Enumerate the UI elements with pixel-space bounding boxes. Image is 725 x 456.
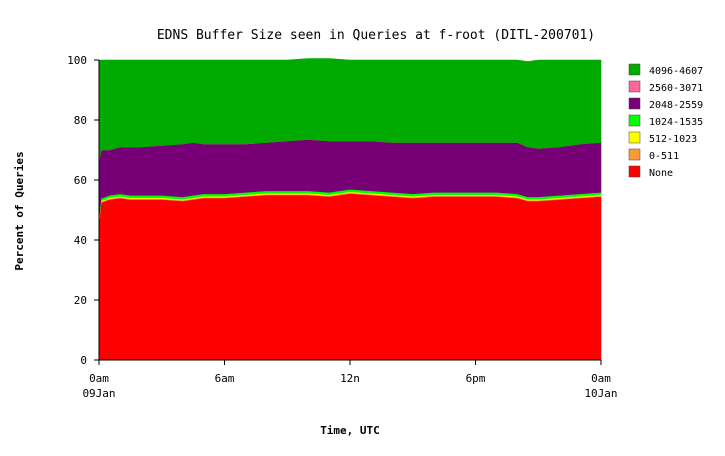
legend-swatch-1024-1535 [628,114,641,127]
legend-swatch-0-511 [628,148,641,161]
legend-swatch-2560-3071 [628,80,641,93]
x-tick-label: 0am [591,372,611,385]
legend-swatch-4096-4607 [628,63,641,76]
x-tick-sublabel: 09Jan [82,387,115,400]
x-tick-label: 6pm [466,372,486,385]
y-tick-label: 80 [74,114,87,127]
legend-label-2048-2559: 2048-2559 [649,100,703,111]
legend-label-None: None [649,168,673,179]
x-tick-label: 12n [340,372,360,385]
x-tick-label: 0am [89,372,109,385]
legend-swatch-None [628,165,641,178]
legend-swatch-512-1023 [628,131,641,144]
y-tick-label: 0 [80,354,87,367]
legend-label-512-1023: 512-1023 [649,134,697,145]
plot-area [98,58,602,361]
y-tick-label: 100 [67,54,87,67]
y-tick-label: 20 [74,294,87,307]
series-area-None [98,193,602,361]
legend-swatch-2048-2559 [628,97,641,110]
legend-label-0-511: 0-511 [649,151,679,162]
legend: 4096-4607 2560-3071 2048-2559 1024-1535 512-… [628,63,703,179]
series-area-4096-4607 [98,58,602,163]
x-tick-sublabel: 10Jan [584,387,617,400]
axes: 0 20 40 60 80 100 0am 09Jan 6am 12n 6pm 0am 10Jan [67,54,617,400]
x-tick-label: 6am [215,372,235,385]
x-axis-label: Time, UTC [320,424,380,437]
y-tick-label: 60 [74,174,87,187]
legend-label-4096-4607: 4096-4607 [649,66,703,77]
y-tick-label: 40 [74,234,87,247]
legend-label-1024-1535: 1024-1535 [649,117,703,128]
legend-label-2560-3071: 2560-3071 [649,83,703,94]
y-axis-label: Percent of Queries [13,151,26,270]
chart-title: EDNS Buffer Size seen in Queries at f-ro… [157,28,595,43]
